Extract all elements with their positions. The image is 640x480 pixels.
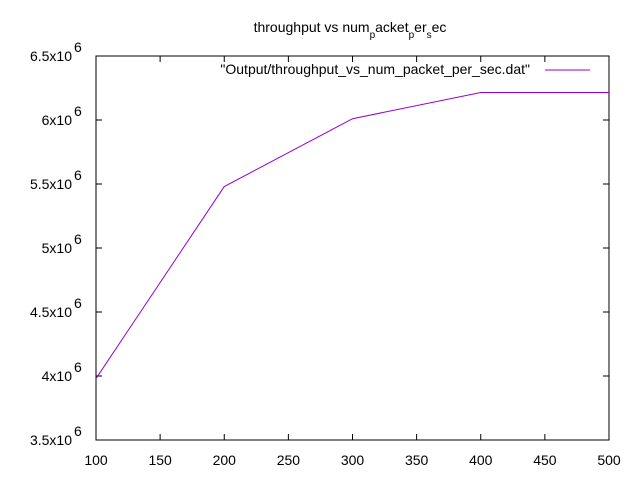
legend-label: "Output/throughput_vs_num_packet_per_sec… <box>220 61 530 77</box>
y-tick-label: 5.5x10 <box>30 176 72 192</box>
y-tick-exponent: 6 <box>74 231 82 247</box>
y-tick-label: 4.5x10 <box>30 304 72 320</box>
y-tick-exponent: 6 <box>74 39 82 55</box>
x-tick-label: 150 <box>148 452 172 468</box>
chart-title-part: s <box>427 30 432 41</box>
plot-area-border <box>95 55 610 441</box>
y-axis-tick-labels: 3.5x1064x1064.5x1065x1065.5x1066x1066.5x… <box>30 39 82 448</box>
y-tick-label: 4x10 <box>42 368 73 384</box>
y-tick-label: 6.5x10 <box>30 48 72 64</box>
y-tick-exponent: 6 <box>74 167 82 183</box>
chart-title-part: p <box>409 30 415 41</box>
axis-ticks <box>95 55 610 441</box>
x-tick-label: 450 <box>533 452 557 468</box>
x-tick-label: 250 <box>277 452 301 468</box>
x-tick-label: 100 <box>84 452 108 468</box>
x-tick-label: 400 <box>469 452 493 468</box>
x-tick-label: 300 <box>341 452 365 468</box>
legend: "Output/throughput_vs_num_packet_per_sec… <box>220 61 590 77</box>
series-group <box>95 91 609 379</box>
chart-title-part: er <box>414 19 427 35</box>
chart-title-part: ec <box>432 19 447 35</box>
chart-title-part: p <box>370 30 376 41</box>
chart-title-part: acket <box>375 19 409 35</box>
y-tick-label: 5x10 <box>42 240 73 256</box>
chart-title: throughput vs numpacketpersec <box>254 19 447 41</box>
x-tick-label: 350 <box>405 452 429 468</box>
y-tick-exponent: 6 <box>74 103 82 119</box>
y-tick-exponent: 6 <box>74 359 82 375</box>
x-axis-tick-labels: 100 150 200 250 300 350 400 450 500 <box>84 452 621 468</box>
x-tick-label: 200 <box>213 452 237 468</box>
series-line <box>95 91 609 379</box>
y-tick-label: 3.5x10 <box>30 432 72 448</box>
y-tick-label: 6x10 <box>42 112 73 128</box>
y-tick-exponent: 6 <box>74 423 82 439</box>
x-tick-label: 500 <box>597 452 621 468</box>
y-tick-exponent: 6 <box>74 295 82 311</box>
chart-title-part: throughput vs num <box>254 19 370 35</box>
